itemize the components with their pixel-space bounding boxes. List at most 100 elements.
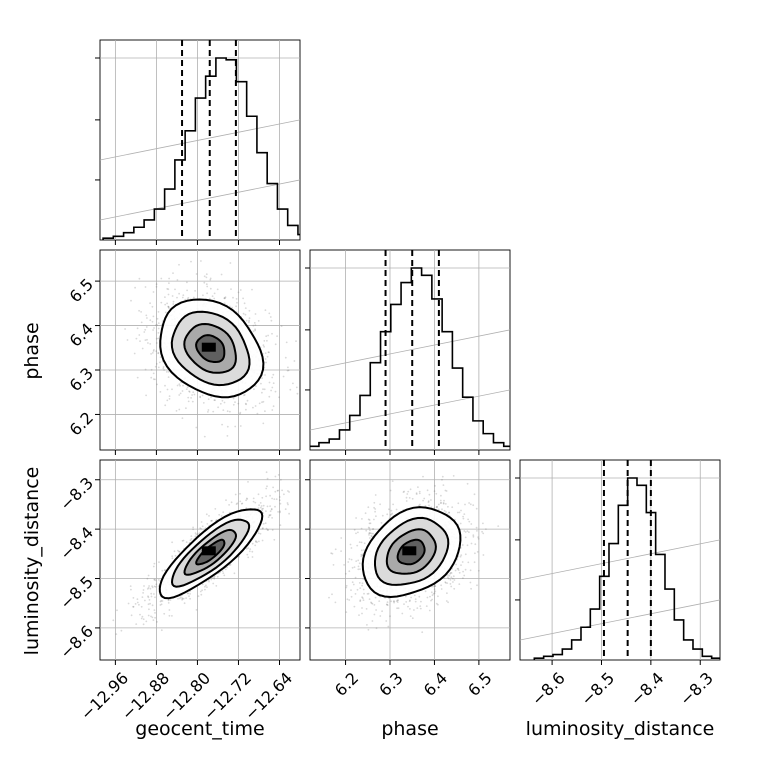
sample-point [174,288,176,291]
sample-point [226,435,229,437]
sample-point [242,297,245,300]
sample-point [279,502,282,505]
sample-point [252,330,255,333]
sample-point [235,305,238,308]
sample-point [235,298,238,300]
sample-point [140,617,143,620]
sample-point [178,263,180,266]
sample-point [229,563,232,566]
sample-point [163,369,166,371]
sample-point [481,530,483,533]
sample-point [441,508,443,511]
sample-point [345,586,348,589]
sample-point [446,592,448,595]
sample-point [268,312,271,315]
sample-point [418,492,421,495]
sample-point [172,272,174,274]
sample-point [248,319,251,322]
sample-point [179,384,181,387]
sample-point [368,522,371,525]
sample-point [385,603,388,606]
sample-point [136,376,139,379]
sample-point [350,547,353,549]
sample-point [449,572,452,575]
sample-point [277,511,279,513]
sample-point [220,273,223,276]
sample-point [252,324,255,327]
sample-point [374,508,377,510]
sample-point [266,477,269,480]
sample-point [264,309,267,312]
sample-point [270,508,273,510]
sample-point [449,579,452,581]
sample-point [430,499,432,501]
sample-point [163,569,166,572]
sample-point [157,332,160,334]
contour-line-2 [183,322,237,374]
sample-point [373,604,376,606]
sample-point [176,384,179,387]
sample-point [264,410,266,413]
sample-point [226,410,229,413]
sample-point [265,487,268,490]
sample-point [147,603,150,606]
sample-point [446,573,449,576]
sample-point [146,317,148,319]
sample-point [167,288,170,291]
sample-point [381,610,383,613]
sample-point [273,498,276,500]
sample-point [277,474,280,476]
contour-line-1 [170,518,251,588]
sample-point [460,509,462,512]
sample-point [372,528,375,530]
sample-point [150,595,153,598]
sample-point [441,478,443,481]
sample-point [152,619,155,621]
sample-point [232,403,235,406]
sample-point [459,522,462,525]
sample-point [348,558,351,560]
sample-point [409,599,411,602]
sample-point [158,361,161,364]
sample-point [444,503,447,505]
sample-point [145,620,148,623]
panel-phase-vs-phase [305,250,510,450]
x-tick-label-luminosity-distance: −8.4 [627,668,668,709]
sample-point [264,352,267,354]
sample-point [162,366,165,368]
sample-point [445,600,448,602]
sample-point [167,306,170,308]
sample-point [138,334,141,336]
sample-point [262,422,265,425]
sample-point [449,571,452,574]
sample-point [139,340,141,342]
sample-point [166,399,169,402]
sample-point [171,295,174,297]
sample-point [221,570,224,572]
sample-point [158,561,160,563]
sample-point [181,296,184,299]
panel-inner [310,460,510,660]
sample-point [194,535,197,538]
sample-point [177,549,179,552]
sample-point [279,511,281,514]
sample-point [179,597,181,600]
sample-point [447,505,449,508]
sample-point [202,294,204,297]
sample-point [424,505,427,507]
sample-point [212,582,215,585]
sample-point [248,550,251,553]
sample-point [386,601,389,603]
sample-point [267,516,270,518]
sample-point [469,503,472,506]
sample-point [188,390,191,393]
sample-point [365,529,368,532]
sample-point [371,602,374,605]
sample-point [142,623,145,626]
sample-point [167,602,170,604]
sample-point [151,320,154,323]
sample-point [425,605,428,607]
sample-point [269,505,271,507]
sample-point [142,592,145,594]
sample-point [361,582,364,585]
